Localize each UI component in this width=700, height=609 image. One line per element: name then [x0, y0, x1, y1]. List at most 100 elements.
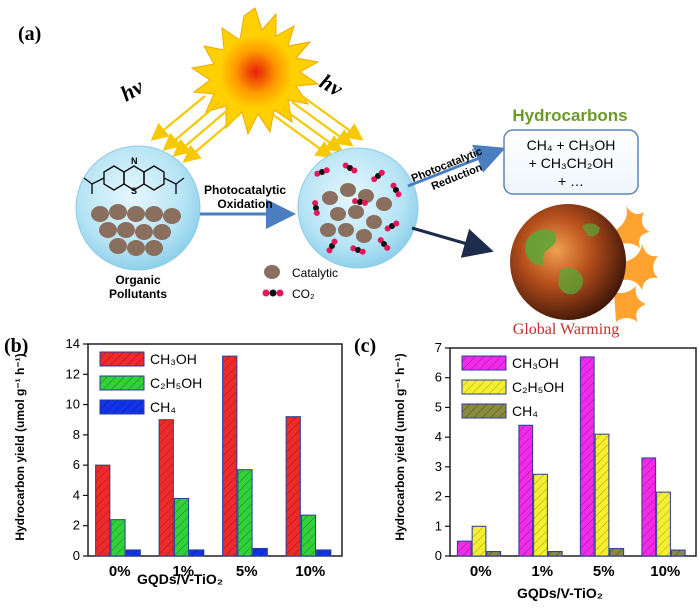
panel-b-label: (b): [4, 335, 28, 357]
co2-sphere: [297, 147, 419, 269]
legend-label: CH₃OH: [512, 355, 559, 371]
bar-CH₄-1%: [547, 551, 563, 557]
co2-molecules: [312, 162, 402, 255]
legend-swatch: [99, 399, 145, 415]
bar-C₂H₅OH-5%: [594, 433, 610, 557]
catalyst-particles-left: [91, 204, 181, 256]
bar-C₂H₅OH-0%: [471, 525, 487, 557]
y-tick-label: 2: [73, 518, 80, 533]
dye-molecule-icon: [83, 165, 185, 194]
legend-label: CH₄: [512, 403, 538, 419]
bar-CH₄-5%: [609, 548, 625, 557]
bar-CH₃OH-1%: [518, 424, 534, 557]
legend-swatch: [461, 355, 507, 371]
hydrocarbons-title: Hydrocarbons: [512, 106, 627, 125]
bar-CH₃OH-10%: [641, 457, 657, 557]
x-tick-label: 0%: [109, 563, 131, 580]
bar-CH₃OH-5%: [579, 356, 595, 557]
bar-C₂H₅OH-1%: [533, 473, 548, 557]
light-rays-right: [271, 95, 364, 159]
y-tick-label: 4: [435, 429, 442, 444]
chart-b-ylabel: Hydrocarbon yield (umol g⁻¹ h⁻¹): [13, 353, 27, 540]
bar-CH₃OH-5%: [222, 355, 238, 557]
light-rays-left: [150, 95, 241, 163]
chart-b-xlabel: GQDs/V-TiO₂: [137, 571, 223, 587]
legend-swatch: [461, 379, 507, 395]
bar-CH₃OH-0%: [456, 540, 472, 557]
legend-label: CH₃OH: [150, 351, 197, 367]
y-tick-label: 3: [435, 459, 442, 474]
products-line3: + …: [558, 173, 584, 189]
bar-CH₄-10%: [316, 549, 332, 557]
panel-c-label: (c): [354, 335, 376, 357]
chart-c: (c) Hydrocarbon yield (umol g⁻¹ h⁻¹) GQD…: [354, 335, 697, 601]
y-tick-label: 0: [73, 548, 80, 563]
y-tick-label: 14: [66, 336, 80, 351]
hv-left-label: hν: [116, 74, 148, 107]
y-tick-label: 6: [435, 370, 442, 385]
organic-label-line1: Organic: [115, 273, 161, 287]
co2-legend-icon: [262, 289, 284, 297]
catalytic-legend-label: Catalytic: [292, 266, 338, 280]
y-tick-label: 12: [66, 366, 80, 381]
y-tick-label: 1: [435, 518, 442, 533]
x-tick-label: 5%: [593, 563, 615, 580]
x-tick-label: 0%: [470, 563, 492, 580]
y-tick-label: 6: [73, 457, 80, 472]
sun-icon: [190, 7, 320, 136]
x-tick-label: 10%: [295, 563, 325, 580]
legend-swatch: [99, 351, 145, 367]
molecule-s-label: S: [131, 186, 137, 196]
bar-C₂H₅OH-0%: [110, 519, 126, 557]
x-tick-label: 5%: [236, 563, 258, 580]
bar-C₂H₅OH-1%: [173, 497, 190, 557]
bar-C₂H₅OH-10%: [300, 514, 317, 557]
molecule-n-label: N: [131, 156, 138, 166]
y-tick-label: 10: [66, 397, 80, 412]
legend-label: CH₄: [150, 399, 176, 415]
x-tick-label: 1%: [531, 563, 553, 580]
bar-CH₃OH-1%: [158, 419, 174, 557]
bar-CH₃OH-0%: [95, 464, 111, 557]
warming-arrow: [411, 226, 494, 258]
y-tick-label: 0: [435, 548, 442, 563]
legend-swatch: [99, 375, 145, 391]
y-tick-label: 4: [73, 487, 80, 502]
products-line1: CH₄ + CH₃OH: [527, 137, 616, 153]
panel-a: (a) hν hν: [18, 7, 658, 338]
panel-a-label: (a): [18, 23, 41, 45]
bar-C₂H₅OH-5%: [237, 469, 253, 557]
hv-right-label: hν: [316, 69, 348, 102]
global-warming-label: Global Warming: [513, 321, 619, 338]
bar-CH₃OH-10%: [285, 416, 301, 557]
bar-CH₄-0%: [125, 549, 141, 557]
plot-frame: [449, 347, 697, 557]
bar-CH₄-0%: [486, 551, 502, 557]
catalytic-legend-icon: [264, 265, 280, 279]
bar-CH₄-10%: [670, 549, 686, 557]
y-tick-label: 8: [73, 427, 80, 442]
oxidation-label-line2: Oxidation: [217, 197, 272, 211]
bar-CH₄-1%: [189, 549, 205, 557]
reduction-arrow: [407, 144, 506, 188]
oxidation-label-line1: Photocatalytic: [204, 183, 286, 197]
legend-label: C₂H₅OH: [512, 379, 564, 395]
x-tick-label: 10%: [650, 563, 680, 580]
x-tick-label: 1%: [172, 563, 194, 580]
co2-legend-label: CO₂: [292, 287, 315, 301]
legend-label: C₂H₅OH: [150, 375, 202, 391]
bar-CH₄-5%: [252, 547, 268, 557]
bar-C₂H₅OH-10%: [656, 491, 671, 557]
chart-c-xlabel: GQDs/V-TiO₂: [517, 585, 603, 601]
chart-b: (b) Hydrocarbon yield (umol g⁻¹ h⁻¹) GQD…: [4, 335, 343, 587]
catalyst-particles-right: [320, 183, 392, 243]
legend-swatch: [461, 403, 507, 419]
burning-earth-icon: [510, 204, 658, 322]
y-tick-label: 2: [435, 489, 442, 504]
organic-label-line2: Pollutants: [109, 287, 167, 301]
y-tick-label: 7: [435, 340, 442, 355]
chart-c-ylabel: Hydrocarbon yield (umol g⁻¹ h⁻¹): [393, 353, 407, 540]
products-box: [503, 129, 639, 195]
y-tick-label: 5: [435, 399, 442, 414]
